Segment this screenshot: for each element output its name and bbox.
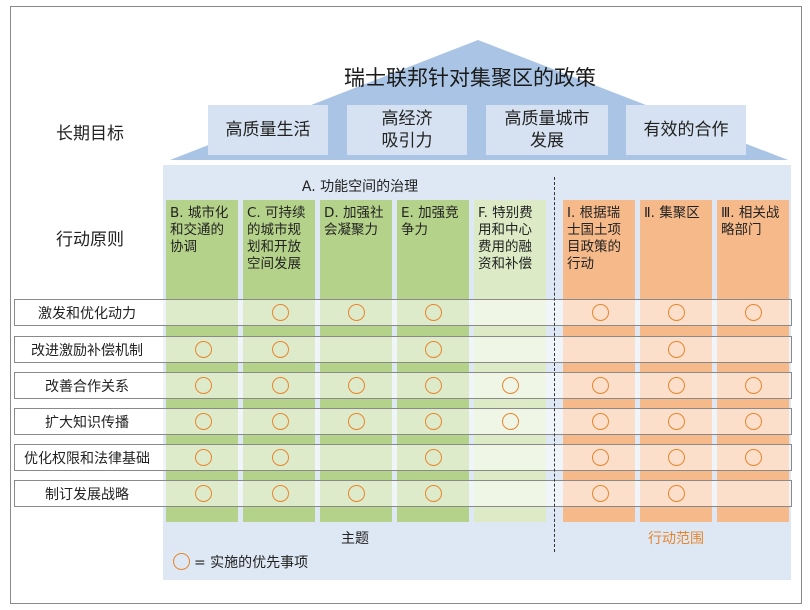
goal-line: 有效的合作 — [643, 120, 729, 140]
goal-line: 高质量生活 — [225, 120, 311, 140]
long-term-goals-label: 长期目标 — [56, 123, 124, 144]
goal-line: 高质量城市 — [504, 109, 590, 129]
priority-marker-icon — [194, 376, 212, 394]
goal-box-1: 高质量生活 — [208, 105, 328, 155]
priority-marker-icon — [194, 484, 212, 502]
row-box-1 — [14, 299, 792, 326]
row-box-4 — [14, 408, 792, 435]
priority-marker-icon — [271, 484, 289, 502]
column-header-c: C. 可持续的城市规划和开放空间发展 — [247, 205, 306, 272]
priority-marker-icon — [271, 340, 289, 358]
priority-marker-icon — [271, 448, 289, 466]
priority-marker-icon — [194, 412, 212, 430]
priority-marker-icon — [591, 412, 609, 430]
column-header-b: B. 城市化和交通的协调 — [170, 205, 229, 255]
goal-line: 发展 — [530, 131, 564, 151]
priority-marker-icon — [501, 412, 519, 430]
row-label-5: 优化权限和法律基础 — [24, 450, 150, 467]
priority-marker-icon — [424, 340, 442, 358]
priority-marker-icon — [744, 376, 762, 394]
row-box-2 — [14, 336, 792, 363]
priority-marker-icon — [194, 340, 212, 358]
priority-marker-icon — [591, 303, 609, 321]
goal-box-3: 高质量城市 发展 — [486, 105, 608, 155]
priority-marker-icon — [424, 376, 442, 394]
goal-line: 高经济 — [381, 109, 433, 129]
column-header-e: E. 加强竞争力 — [401, 205, 459, 238]
goal-line: 吸引力 — [381, 131, 433, 151]
priority-marker-icon — [271, 412, 289, 430]
priority-marker-icon — [347, 376, 365, 394]
priority-marker-icon — [194, 448, 212, 466]
priority-marker-icon — [271, 376, 289, 394]
priority-marker-icon — [667, 412, 685, 430]
group-a-title: A. 功能空间的治理 — [301, 179, 419, 195]
row-label-3: 改善合作关系 — [45, 378, 129, 395]
priority-marker-icon — [424, 412, 442, 430]
row-label-2: 改进激励补偿机制 — [31, 342, 143, 359]
priority-marker-icon — [667, 340, 685, 358]
row-label-1: 激发和优化动力 — [38, 305, 136, 322]
scope-label: 行动范围 — [648, 531, 704, 547]
priority-marker-icon — [591, 484, 609, 502]
priority-marker-icon — [347, 484, 365, 502]
priority-marker-icon — [347, 303, 365, 321]
priority-marker-icon — [271, 303, 289, 321]
legend-marker-icon — [173, 553, 190, 570]
dashed-divider — [554, 177, 555, 552]
row-box-5 — [14, 444, 792, 471]
legend-text: = 实施的优先事项 — [194, 555, 309, 571]
priority-marker-icon — [591, 448, 609, 466]
priority-marker-icon — [424, 484, 442, 502]
priority-marker-icon — [501, 376, 519, 394]
priority-marker-icon — [667, 448, 685, 466]
priority-marker-icon — [591, 376, 609, 394]
row-label-4: 扩大知识传播 — [45, 414, 129, 431]
priority-marker-icon — [667, 376, 685, 394]
priority-marker-icon — [744, 303, 762, 321]
theme-label: 主题 — [341, 531, 369, 547]
goal-box-2: 高经济 吸引力 — [347, 105, 467, 155]
priority-marker-icon — [424, 303, 442, 321]
action-principles-label: 行动原则 — [56, 229, 124, 250]
priority-marker-icon — [744, 412, 762, 430]
priority-marker-icon — [667, 484, 685, 502]
goal-box-4: 有效的合作 — [626, 105, 746, 155]
priority-marker-icon — [744, 448, 762, 466]
main-title: 瑞士联邦针对集聚区的政策 — [344, 66, 596, 90]
column-header-i: Ⅰ. 根据瑞士国土项目政策的行动 — [567, 205, 621, 272]
priority-marker-icon — [667, 303, 685, 321]
column-header-f: F. 特别费用和中心费用的融资和补偿 — [478, 205, 533, 272]
priority-marker-icon — [424, 448, 442, 466]
row-box-3 — [14, 372, 792, 399]
column-header-iii: Ⅲ. 相关战略部门 — [721, 205, 780, 238]
row-box-6 — [14, 480, 792, 507]
column-header-ii: Ⅱ. 集聚区 — [644, 205, 700, 221]
row-label-6: 制订发展战略 — [45, 486, 129, 503]
column-header-d: D. 加强社会凝聚力 — [324, 205, 384, 238]
priority-marker-icon — [347, 412, 365, 430]
